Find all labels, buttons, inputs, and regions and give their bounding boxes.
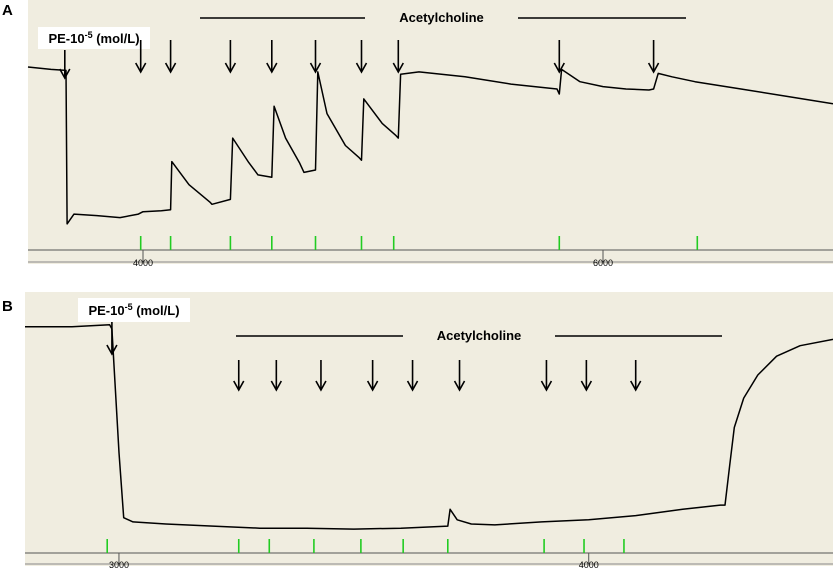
drug-label: PE-10-5 (mol/L) [48, 30, 139, 46]
arrow-head [392, 62, 404, 74]
tension-trace [27, 66, 833, 225]
panel-a: 4000 6000 A PE-10-5 (mol/L) Acetylcholine [2, 0, 833, 268]
drug-label-box [78, 298, 190, 322]
acetylcholine-arrow [392, 40, 404, 74]
acetylcholine-arrow [224, 40, 237, 74]
acetylcholine-arrow [580, 360, 593, 392]
arrow-head [315, 380, 327, 392]
arrow-head [270, 380, 283, 392]
x-tick-label: 4000 [579, 560, 599, 569]
acetylcholine-arrow [406, 360, 419, 392]
acetylcholine-arrow [540, 360, 553, 392]
drug-addition-arrow [106, 322, 118, 356]
panel-label: B [2, 298, 13, 315]
arrow-head [629, 380, 642, 392]
acetylcholine-arrow [453, 360, 466, 392]
plot-background [28, 0, 833, 264]
x-tick-label: 6000 [593, 258, 613, 268]
panel-b: 3000 4000 B PE-10-5 (mol/L) Acetylcholine [2, 292, 833, 569]
arrow-head [647, 62, 660, 74]
arrow-head [224, 62, 237, 74]
arrow-head [366, 380, 379, 392]
arrow-head [540, 380, 553, 392]
arrow-head [355, 62, 368, 74]
agonist-label: Acetylcholine [437, 328, 522, 343]
arrow-head [453, 380, 466, 392]
acetylcholine-arrow [366, 360, 379, 392]
arrow-head [406, 380, 419, 392]
arrow-head [135, 62, 147, 74]
arrow-head [233, 380, 245, 392]
acetylcholine-arrow [647, 40, 660, 74]
panel-label: A [2, 2, 13, 19]
acetylcholine-arrow [135, 40, 147, 74]
agonist-label: Acetylcholine [399, 10, 484, 25]
x-tick-label: 3000 [109, 560, 129, 569]
plot-background [25, 292, 833, 566]
arrow-head [309, 62, 322, 74]
arrow-head [59, 68, 71, 80]
acetylcholine-arrow [233, 360, 245, 392]
acetylcholine-arrow [309, 40, 322, 74]
acetylcholine-arrow [164, 40, 177, 74]
acetylcholine-arrow [315, 360, 327, 392]
drug-label: PE-10-5 (mol/L) [88, 302, 179, 318]
arrow-head [106, 344, 118, 356]
drug-label-box [38, 27, 150, 49]
acetylcholine-arrow [629, 360, 642, 392]
arrow-head [553, 62, 565, 74]
arrow-head [164, 62, 177, 74]
x-tick-label: 4000 [133, 258, 153, 268]
acetylcholine-arrow [553, 40, 565, 74]
acetylcholine-arrow [270, 360, 283, 392]
acetylcholine-arrow [355, 40, 368, 74]
tension-trace [25, 323, 833, 530]
arrow-head [580, 380, 593, 392]
drug-addition-arrow [59, 50, 71, 80]
arrow-head [266, 62, 278, 74]
acetylcholine-arrow [266, 40, 278, 74]
